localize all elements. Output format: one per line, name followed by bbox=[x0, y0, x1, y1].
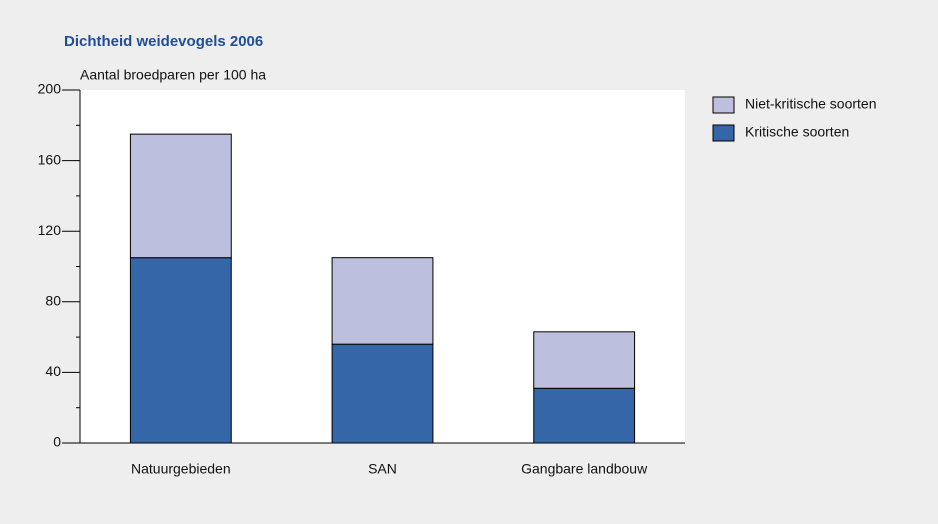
y-tick-label: 160 bbox=[38, 151, 62, 167]
legend-swatch bbox=[712, 124, 735, 142]
bar-segment bbox=[129, 257, 232, 444]
chart-title: Dichtheid weidevogels 2006 bbox=[64, 33, 263, 50]
x-tick-label: SAN bbox=[368, 461, 397, 477]
y-tick-label: 80 bbox=[45, 293, 61, 309]
bar-segment bbox=[129, 133, 232, 259]
x-tick-label: Natuurgebieden bbox=[131, 461, 231, 477]
x-tick-label: Gangbare landbouw bbox=[521, 461, 648, 477]
y-axis-label: Aantal broedparen per 100 ha bbox=[80, 67, 266, 83]
legend-label: Niet-kritische soorten bbox=[745, 96, 877, 112]
y-tick-label: 200 bbox=[38, 81, 62, 97]
bar-segment bbox=[533, 387, 636, 444]
bar-segment bbox=[331, 343, 434, 444]
bar-segment bbox=[331, 257, 434, 345]
y-tick-label: 120 bbox=[38, 222, 62, 238]
y-tick-label: 40 bbox=[45, 363, 61, 379]
legend-label: Kritische soorten bbox=[745, 124, 849, 140]
legend-swatch bbox=[712, 96, 735, 114]
y-tick-label: 0 bbox=[53, 434, 61, 450]
bar-segment bbox=[533, 331, 636, 389]
